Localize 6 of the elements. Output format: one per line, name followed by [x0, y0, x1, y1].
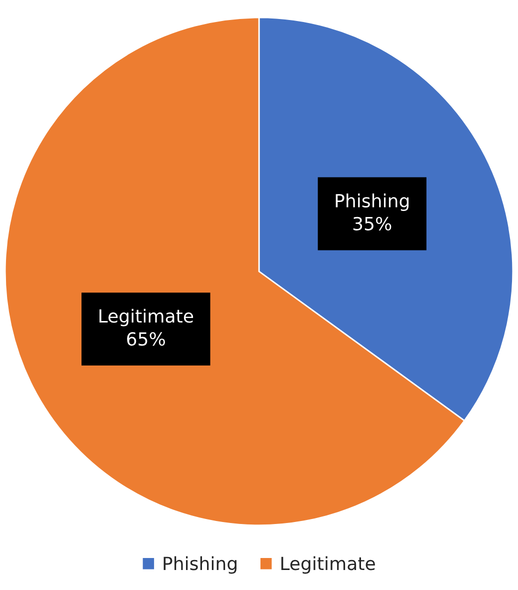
- slice-label: Legitimate: [100, 308, 194, 326]
- data-label: 35%: [353, 216, 392, 230]
- slice-label: Phishing: [336, 194, 409, 212]
- legend-label: Legitimate: [281, 556, 375, 574]
- legend-label: Phishing: [164, 556, 236, 574]
- data-label: 65%: [127, 332, 165, 346]
